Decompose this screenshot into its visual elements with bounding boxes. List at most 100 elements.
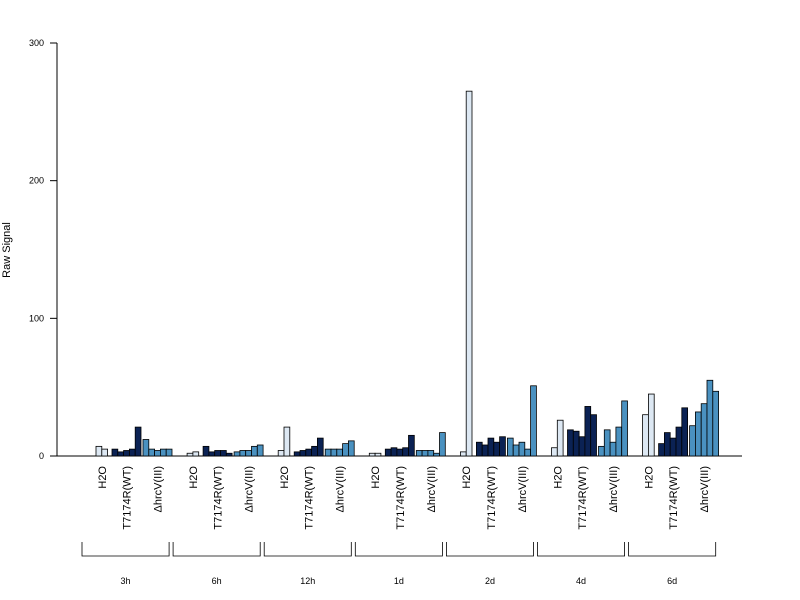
bar: [214, 450, 221, 457]
group-label: ΔhrcV(III): [153, 466, 165, 512]
timepoint-bracket: [537, 542, 625, 557]
bar: [615, 426, 623, 457]
group-label: H2O: [461, 466, 473, 489]
bar: [556, 419, 564, 457]
bar: [299, 450, 307, 457]
group-label: T7174R(WT): [577, 466, 589, 530]
bar: [658, 443, 665, 457]
group-label: H2O: [279, 466, 291, 489]
timepoint-label: 12h: [300, 576, 315, 586]
bar: [603, 429, 611, 457]
bar: [390, 447, 398, 457]
bar: [572, 430, 580, 457]
bar: [101, 448, 109, 457]
bar: [675, 426, 683, 457]
bar: [609, 441, 617, 457]
bar: [239, 450, 247, 457]
timepoint-bracket: [172, 542, 261, 557]
timepoint-label: 3h: [121, 576, 131, 586]
timepoint-label: 2d: [485, 576, 495, 586]
group-label: T7174R(WT): [122, 466, 134, 530]
timepoint-bracket: [263, 542, 352, 557]
bar: [512, 444, 520, 457]
group-label: H2O: [188, 466, 200, 489]
bar: [415, 450, 423, 457]
group-label: T7174R(WT): [304, 466, 316, 530]
bar: [700, 403, 708, 457]
bar: [117, 451, 125, 457]
bar: [128, 448, 136, 457]
bar: [506, 437, 514, 457]
group-label: H2O: [643, 466, 655, 489]
y-tick-label: 100: [29, 313, 44, 323]
group-labels: H2O T7174R(WT) ΔhrcV(III) H2O T7174R(WT) Δhrc…: [97, 466, 711, 530]
bar: [408, 434, 415, 457]
bar: [499, 436, 506, 457]
bar: [202, 445, 210, 457]
bar: [225, 452, 233, 457]
bar: [159, 448, 167, 457]
timepoint-label: 1d: [394, 576, 404, 586]
bar: [316, 437, 324, 457]
group-label: ΔhrcV(III): [335, 466, 347, 512]
bar: [154, 450, 161, 457]
bar: [706, 379, 714, 457]
bar: [311, 445, 318, 457]
group-label: H2O: [552, 466, 564, 489]
bar: [330, 448, 338, 457]
bar: [567, 429, 574, 457]
bar: [220, 450, 227, 457]
bar: [134, 426, 142, 457]
bar: [396, 448, 404, 457]
bar: [598, 445, 605, 457]
bar: [642, 414, 649, 457]
bar: [648, 393, 655, 457]
y-tick-label: 200: [29, 176, 44, 186]
bar: [95, 445, 103, 457]
bar: [518, 441, 526, 457]
bar: [459, 451, 467, 457]
group-label: H2O: [97, 466, 109, 489]
bar: [695, 411, 702, 457]
bar: [123, 450, 130, 457]
bar: [481, 444, 489, 457]
group-label: H2O: [370, 466, 382, 489]
bar: [186, 452, 194, 457]
bar: [524, 448, 531, 457]
bar: [681, 407, 688, 457]
bar: [347, 440, 355, 457]
group-label: ΔhrcV(III): [699, 466, 711, 512]
timepoint-bracket: [446, 542, 534, 557]
timepoint-bracket: [628, 542, 717, 557]
bar: [368, 452, 376, 457]
bar: [689, 425, 696, 457]
group-label: ΔhrcV(III): [608, 466, 620, 512]
bar: [584, 406, 592, 457]
bar: [551, 447, 558, 457]
bar: [421, 450, 429, 457]
timepoint-label: 6h: [212, 576, 222, 586]
y-tick-label: 300: [29, 38, 44, 48]
group-label: T7174R(WT): [668, 466, 680, 530]
bar: [251, 445, 258, 457]
bar: [192, 451, 200, 457]
group-label: ΔhrcV(III): [517, 466, 529, 512]
timepoint-label: 4d: [576, 576, 586, 586]
bar: [142, 439, 150, 457]
bar: [245, 450, 252, 457]
bar: [374, 452, 382, 457]
bar: [530, 385, 537, 457]
bar: [384, 448, 392, 457]
bar: [669, 437, 677, 457]
group-label: ΔhrcV(III): [426, 466, 438, 512]
bar: [336, 448, 343, 457]
bar: [277, 450, 285, 457]
bar: [493, 441, 500, 457]
timepoint-bracket: [81, 542, 170, 557]
bar: [324, 448, 332, 457]
bar: [621, 400, 628, 457]
bar: [293, 451, 301, 457]
bar: [283, 426, 291, 457]
bar: [439, 432, 446, 457]
